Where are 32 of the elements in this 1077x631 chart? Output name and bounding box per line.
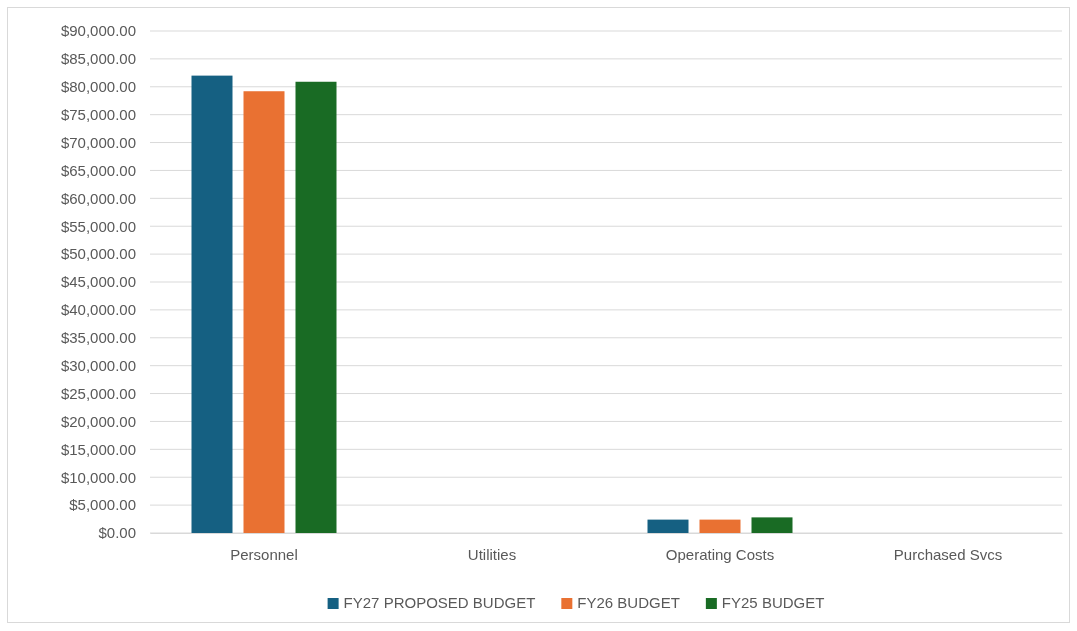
y-tick-label: $0.00 [98, 524, 136, 542]
y-tick-label: $30,000.00 [60, 356, 136, 374]
y-tick-label: $20,000.00 [60, 412, 136, 430]
y-tick-label: $85,000.00 [60, 50, 136, 68]
bar [295, 81, 337, 533]
y-tick-label: $35,000.00 [60, 329, 136, 347]
y-tick-label: $50,000.00 [60, 245, 136, 263]
y-tick-label: $65,000.00 [60, 161, 136, 179]
y-tick-label: $40,000.00 [60, 301, 136, 319]
y-tick-label: $80,000.00 [60, 78, 136, 96]
legend-label: FY26 BUDGET [577, 594, 680, 611]
bar [647, 519, 689, 533]
x-tick-label: Purchased Svcs [893, 545, 1003, 563]
y-tick-label: $45,000.00 [60, 273, 136, 291]
y-tick-label: $75,000.00 [60, 105, 136, 123]
bar [751, 517, 793, 533]
bar [699, 519, 741, 533]
legend-label: FY25 BUDGET [721, 594, 825, 611]
bar [191, 75, 233, 533]
y-tick-label: $5,000.00 [69, 496, 136, 514]
y-tick-label: $55,000.00 [60, 217, 136, 235]
x-tick-label: Operating Costs [665, 545, 775, 563]
y-tick-label: $60,000.00 [60, 189, 136, 207]
x-tick-label: Utilities [467, 545, 517, 563]
y-tick-label: $15,000.00 [60, 440, 136, 458]
y-tick-label: $70,000.00 [60, 133, 136, 151]
x-tick-label: Personnel [230, 545, 298, 563]
y-tick-label: $10,000.00 [60, 468, 136, 486]
y-tick-label: $90,000.00 [60, 22, 136, 40]
legend-label: FY27 PROPOSED BUDGET [343, 594, 536, 611]
bar [243, 91, 285, 533]
y-tick-label: $25,000.00 [60, 384, 136, 402]
